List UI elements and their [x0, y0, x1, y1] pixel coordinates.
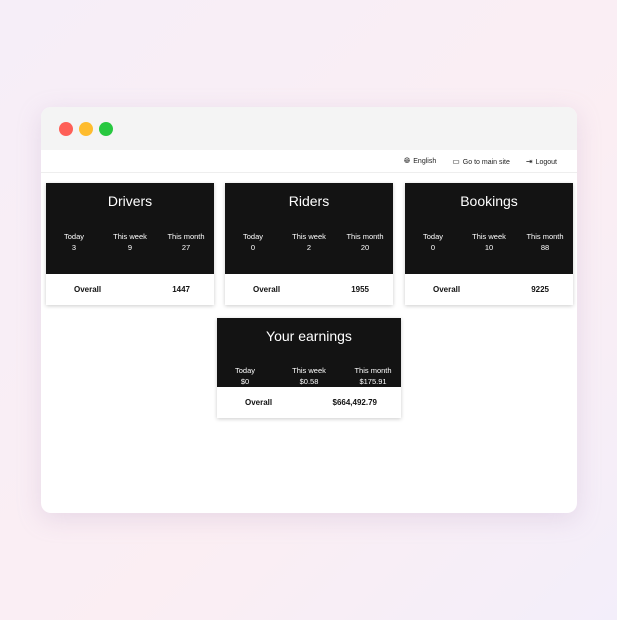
logout-label: Logout [535, 158, 557, 166]
card-title: Drivers [107, 193, 153, 209]
language-link[interactable]: 🌐︎ English [404, 156, 436, 166]
overall-value: $664,492.79 [332, 398, 378, 407]
stat-label: This week [472, 232, 506, 241]
title-bar [41, 107, 577, 150]
stat-week: This week 10 [469, 231, 509, 253]
stat-label: This week [113, 232, 147, 241]
stat-label: Today [422, 232, 443, 241]
card-header: Your earnings Today $0 This week $0.58 This … [217, 318, 401, 387]
stat-today: Today 3 [54, 231, 94, 253]
stat-label: Today [234, 366, 255, 375]
overall-label: Overall [245, 398, 273, 407]
main-site-label: Go to main site [462, 158, 510, 166]
stat-value: 2 [306, 243, 312, 252]
stat-value: 27 [181, 243, 191, 252]
riders-card: Riders Today 0 This week 2 This month 20 Over… [225, 183, 393, 305]
logout-link[interactable]: ⇥ Logout [526, 157, 557, 166]
stat-today: Today $0 [225, 365, 265, 387]
globe-icon: 🌐︎ [403, 156, 411, 165]
stat-month: This month 20 [345, 231, 385, 253]
bookings-card: Bookings Today 0 This week 10 This month 88 O… [405, 183, 573, 305]
card-overall: Overall 1447 [46, 274, 214, 305]
card-stats: Today 0 This week 10 This month 88 [405, 231, 573, 253]
card-title: Bookings [460, 193, 518, 209]
minimize-button[interactable] [79, 122, 93, 136]
overall-label: Overall [433, 285, 461, 294]
card-overall: Overall $664,492.79 [217, 387, 401, 418]
stat-value: 9 [127, 243, 133, 252]
logout-icon: ⇥ [525, 156, 533, 166]
card-stats: Today 3 This week 9 This month 27 [46, 231, 214, 253]
overall-value: 1447 [172, 285, 190, 294]
overall-label: Overall [253, 285, 281, 294]
stat-value: $175.91 [359, 377, 387, 386]
stat-today: Today 0 [233, 231, 273, 253]
card-header: Drivers Today 3 This week 9 This month 27 [46, 183, 214, 274]
top-nav: 🌐︎ English ▭ Go to main site ⇥ Logout [41, 150, 577, 173]
stat-month: This month 88 [525, 231, 565, 253]
stat-today: Today 0 [413, 231, 453, 253]
card-stats: Today 0 This week 2 This month 20 [225, 231, 393, 253]
window-icon: ▭ [452, 156, 460, 166]
overall-label: Overall [74, 285, 102, 294]
card-overall: Overall 1955 [225, 274, 393, 305]
stat-value: 10 [484, 243, 494, 252]
card-title: Riders [288, 193, 330, 209]
card-header: Bookings Today 0 This week 10 This month 88 [405, 183, 573, 274]
stat-value: 0 [430, 243, 436, 252]
card-overall: Overall 9225 [405, 274, 573, 305]
stat-month: This month $175.91 [353, 365, 393, 387]
stat-month: This month 27 [166, 231, 206, 253]
main-site-link[interactable]: ▭ Go to main site [452, 157, 510, 166]
earnings-card: Your earnings Today $0 This week $0.58 This … [217, 318, 401, 418]
language-label: English [413, 158, 437, 165]
stat-value: $0.58 [299, 377, 319, 386]
drivers-card: Drivers Today 3 This week 9 This month 27 Ove… [46, 183, 214, 305]
stat-value: 0 [250, 243, 256, 252]
overall-value: 9225 [531, 285, 549, 294]
stat-label: This month [354, 366, 392, 375]
card-title: Your earnings [266, 328, 352, 344]
stat-week: This week $0.58 [289, 365, 329, 387]
stat-label: Today [63, 232, 84, 241]
stat-label: This month [346, 232, 384, 241]
card-stats: Today $0 This week $0.58 This month $175.91 [217, 365, 401, 387]
maximize-button[interactable] [99, 122, 113, 136]
stat-label: This month [526, 232, 564, 241]
card-header: Riders Today 0 This week 2 This month 20 [225, 183, 393, 274]
stat-label: This week [292, 232, 326, 241]
close-button[interactable] [59, 122, 73, 136]
stat-label: This month [167, 232, 205, 241]
stat-label: This week [292, 366, 326, 375]
stat-value: 3 [71, 243, 77, 252]
stat-value: $0 [240, 377, 250, 386]
stat-label: Today [242, 232, 263, 241]
browser-window: 🌐︎ English ▭ Go to main site ⇥ Logout [41, 107, 577, 513]
stat-week: This week 2 [289, 231, 329, 253]
overall-value: 1955 [351, 285, 369, 294]
stat-week: This week 9 [110, 231, 150, 253]
stat-value: 88 [540, 243, 550, 252]
stat-value: 20 [360, 243, 370, 252]
